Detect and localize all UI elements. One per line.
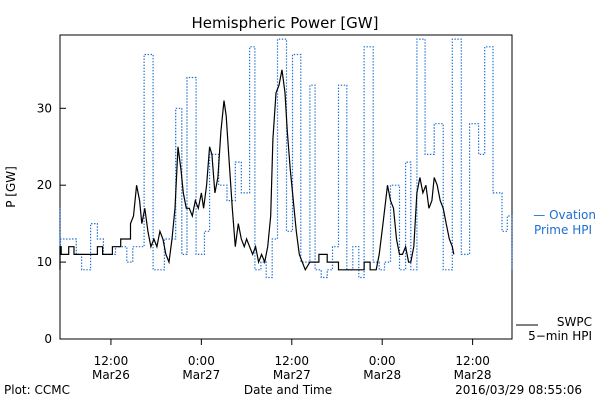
chart-title: Hemispheric Power [GW] (192, 14, 379, 32)
legend-swpc-line1: SWPC (557, 315, 592, 329)
legend-ovation-line2: Prime HPI (534, 223, 592, 237)
x-tick-label-date: Mar28 (454, 368, 492, 382)
y-tick-label: 30 (37, 101, 52, 115)
y-axis-label: P [GW] (4, 166, 18, 208)
legend-swpc-line2: 5−min HPI (528, 329, 592, 343)
y-tick-label: 20 (37, 178, 52, 192)
x-tick-label-time: 12:00 (94, 354, 129, 368)
x-tick-label-date: Mar26 (92, 368, 130, 382)
x-tick-label-date: Mar27 (182, 368, 220, 382)
footer-plot-credit: Plot: CCMC (4, 383, 70, 397)
x-tick-label-time: 12:00 (274, 354, 309, 368)
x-tick-label-date: Mar27 (273, 368, 311, 382)
y-tick-label: 0 (44, 332, 52, 346)
x-axis: 12:00Mar260:00Mar2712:00Mar270:00Mar2812… (92, 339, 492, 382)
footer-timestamp: 2016/03/29 08:55:06 (455, 383, 582, 397)
x-axis-label: Date and Time (244, 383, 332, 397)
x-tick-label-date: Mar28 (363, 368, 401, 382)
x-tick-label-time: 0:00 (188, 354, 215, 368)
y-tick-label: 10 (37, 255, 52, 269)
x-tick-label-time: 12:00 (455, 354, 490, 368)
legend-ovation-line1: — Ovation (533, 208, 596, 222)
x-tick-label-time: 0:00 (369, 354, 396, 368)
plot-frame (59, 34, 513, 340)
series-swpc-hpi-line (59, 69, 455, 272)
y-axis: 0 10 20 30 (37, 101, 66, 346)
series-ovation-prime-hpi-line (59, 38, 513, 279)
